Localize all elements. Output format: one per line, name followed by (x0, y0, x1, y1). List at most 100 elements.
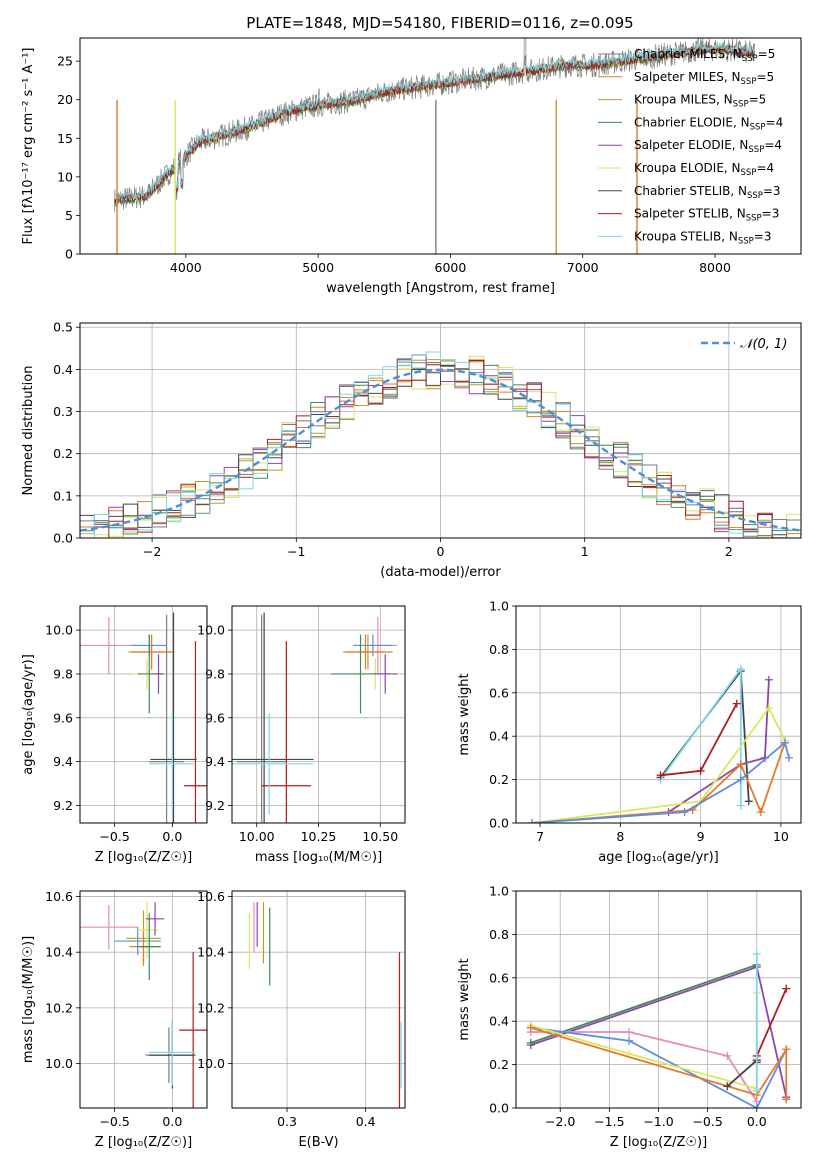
x-axis-label: Z [log₁₀(Z/Z☉)] (95, 850, 192, 865)
y-axis-label: Flux [fλ10⁻¹⁷ erg cm⁻² s⁻¹ A⁻¹] (21, 48, 36, 245)
legend-sub: SSP (747, 191, 763, 201)
legend-suffix: =3 (754, 229, 772, 243)
weight-point (526, 1023, 535, 1032)
plot-frame (231, 605, 406, 824)
weight-point (625, 1036, 634, 1045)
weight-point (723, 1051, 732, 1060)
weight-series-4 (530, 1026, 788, 1108)
legend-text: Salpeter MILES, N (634, 70, 741, 84)
x-tick-label: 10 (773, 829, 789, 844)
plot-area (232, 612, 401, 823)
weight-point (625, 1028, 634, 1037)
x-tick-label: −0.5 (99, 1114, 129, 1129)
age-vs-Z-panel: −0.5 0.0 9.2 9.4 9.6 9.8 10.0 Z [log₁₀(Z/Z☉)] ag… (21, 605, 208, 865)
y-tick-label: 25 (57, 54, 73, 69)
y-tick-label: 10.0 (45, 623, 73, 638)
legend-suffix: =5 (756, 70, 774, 84)
x-tick-label: 5000 (302, 260, 334, 275)
weight-vs-Z-panel: −2.0 −1.5 −1.0 −0.5 0.0 0.0 0.2 0.4 0.6 0.8 1.0 Z [… (457, 884, 802, 1150)
weight-point (723, 1082, 732, 1091)
y-tick-label: 0.3 (53, 404, 73, 419)
plot-frame (79, 322, 802, 539)
plot-frame (79, 890, 208, 1109)
y-axis-label: mass weight (457, 673, 472, 755)
plot-frame (515, 605, 802, 824)
x-tick-label: −2 (143, 544, 161, 559)
legend-text: Salpeter ELODIE, N (634, 138, 748, 152)
residual-histogram-8 (80, 351, 801, 538)
y-tick-label: 0.4 (489, 729, 509, 744)
y-tick-label: 5 (65, 208, 73, 223)
y-tick-label: 9.8 (53, 666, 73, 681)
x-tick-label: 7000 (567, 260, 599, 275)
x-axis-label: age [log₁₀(age/yr)] (598, 850, 719, 865)
weight-point (764, 703, 773, 712)
plot-frame (79, 37, 802, 255)
plot-area (526, 949, 791, 1108)
y-tick-label: 10.6 (197, 889, 225, 904)
y-tick-label: 0.4 (53, 362, 73, 377)
y-tick-label: 0.8 (489, 927, 509, 942)
y-tick-label: 1.0 (489, 599, 509, 614)
y-tick-label: 20 (57, 92, 73, 107)
x-tick-label: 0.0 (162, 1114, 182, 1129)
y-tick-label: 10.4 (197, 945, 225, 960)
y-tick-label: 0.4 (489, 1014, 509, 1029)
legend-sub: SSP (750, 122, 766, 132)
legend-text: Kroupa MILES, N (634, 93, 733, 107)
y-tick-label: 0.6 (489, 970, 509, 985)
plot-frame (231, 890, 406, 1109)
y-tick-label: 9.8 (205, 666, 225, 681)
legend-text: Chabrier MILES, N (634, 47, 742, 61)
y-tick-label: 10.2 (197, 1000, 225, 1015)
legend-suffix: =5 (758, 47, 776, 61)
residuals-panel: −2 −1 0 1 2 0.0 0.1 0.2 0.3 0.4 0.5 (data-model)/er… (21, 320, 802, 580)
plot-area (248, 902, 402, 1108)
plot-area (80, 612, 207, 823)
legend-text: Salpeter STELIB, N (634, 207, 746, 221)
legend-sub: SSP (748, 145, 764, 155)
legend-sub: SSP (746, 214, 762, 224)
weight-point (736, 664, 745, 673)
weight-point (752, 1086, 761, 1095)
legend-label: Chabrier STELIB, NSSP=3 (634, 184, 781, 201)
residual-histogram-3 (80, 359, 801, 532)
weight-point (752, 949, 761, 958)
y-tick-label: 10.0 (197, 623, 225, 638)
plot-area (114, 38, 756, 254)
y-tick-label: 1.0 (489, 884, 509, 899)
y-tick-label: 0.2 (489, 1057, 509, 1072)
y-tick-label: 0.0 (489, 816, 509, 831)
normal-curve (80, 368, 801, 532)
x-tick-label: 6000 (435, 260, 467, 275)
y-tick-label: 9.6 (53, 710, 73, 725)
y-tick-label: 9.2 (53, 798, 73, 813)
plot-frame (79, 605, 208, 824)
y-tick-label: 10.2 (45, 1000, 73, 1015)
legend-sub: SSP (733, 100, 749, 110)
y-axis-label: mass weight (457, 958, 472, 1040)
x-tick-label: −1.0 (643, 1114, 673, 1129)
legend-label: Kroupa STELIB, NSSP=3 (634, 229, 772, 246)
x-tick-label: 0.0 (162, 829, 182, 844)
x-tick-label: 10.50 (362, 829, 398, 844)
spectrum-panel: 4000 5000 6000 7000 8000 0 5 10 15 20 25 wavelength… (21, 37, 802, 296)
y-tick-label: 0.0 (53, 531, 73, 546)
legend-label: Salpeter ELODIE, NSSP=4 (634, 138, 782, 155)
y-tick-label: 15 (57, 131, 73, 146)
y-tick-label: 9.4 (53, 754, 73, 769)
weight-point (782, 984, 791, 993)
plot-frame (515, 890, 802, 1109)
weight-point (696, 766, 705, 775)
age-vs-mass-panel: 10.00 10.25 10.50 9.2 9.4 9.6 9.8 10.0 mass [log… (197, 605, 406, 865)
x-axis-label: wavelength [Angstrom, rest frame] (326, 281, 555, 296)
y-tick-label: 0.0 (489, 1101, 509, 1116)
spectrum-model-9 (114, 42, 755, 202)
weight-point (756, 808, 765, 817)
y-tick-label: 9.2 (205, 798, 225, 813)
weight-series-2 (530, 963, 758, 1044)
y-tick-label: 9.6 (205, 710, 225, 725)
weight-point (752, 1104, 761, 1108)
y-axis-label: age [log₁₀(age/yr)] (21, 654, 36, 775)
